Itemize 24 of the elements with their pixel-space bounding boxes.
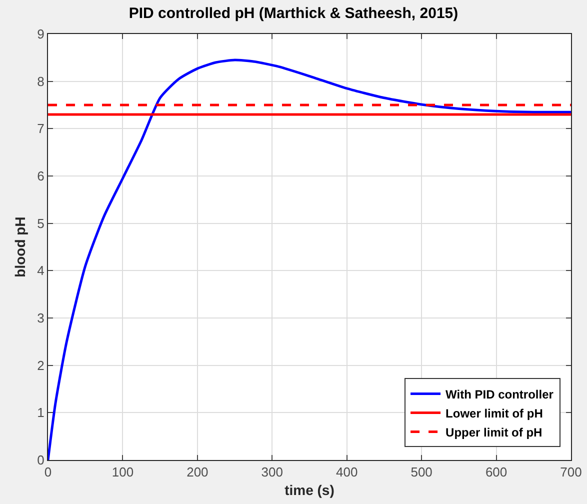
y-tick-label: 4: [37, 263, 44, 278]
y-tick-label: 6: [37, 168, 44, 184]
y-tick-label: 7: [37, 121, 44, 136]
legend-label: Lower limit of pH: [446, 406, 543, 420]
y-tick-label: 2: [37, 358, 44, 373]
x-tick-label: 300: [261, 464, 283, 480]
y-tick-label: 1: [37, 405, 44, 420]
y-tick-label: 5: [37, 216, 44, 231]
y-tick-label: 0: [37, 452, 44, 468]
x-tick-label: 400: [336, 464, 358, 480]
x-tick-label: 100: [112, 464, 134, 480]
x-axis-title: time (s): [284, 482, 334, 498]
x-tick-label: 200: [186, 464, 208, 480]
y-tick-label: 8: [37, 74, 44, 89]
y-axis-title: blood pH: [12, 216, 28, 278]
x-tick-label: 700: [560, 464, 582, 480]
legend-label: Upper limit of pH: [446, 425, 542, 440]
y-tick-label: 3: [37, 310, 44, 326]
x-tick-label: 600: [485, 464, 508, 480]
y-tick-label: 9: [37, 26, 44, 42]
legend-label: With PID controller: [446, 387, 554, 402]
line-series: [48, 58, 571, 460]
x-tick-label: 500: [410, 464, 432, 480]
chart-title: PID controlled pH (Marthick & Satheesh, 2015): [128, 5, 458, 22]
